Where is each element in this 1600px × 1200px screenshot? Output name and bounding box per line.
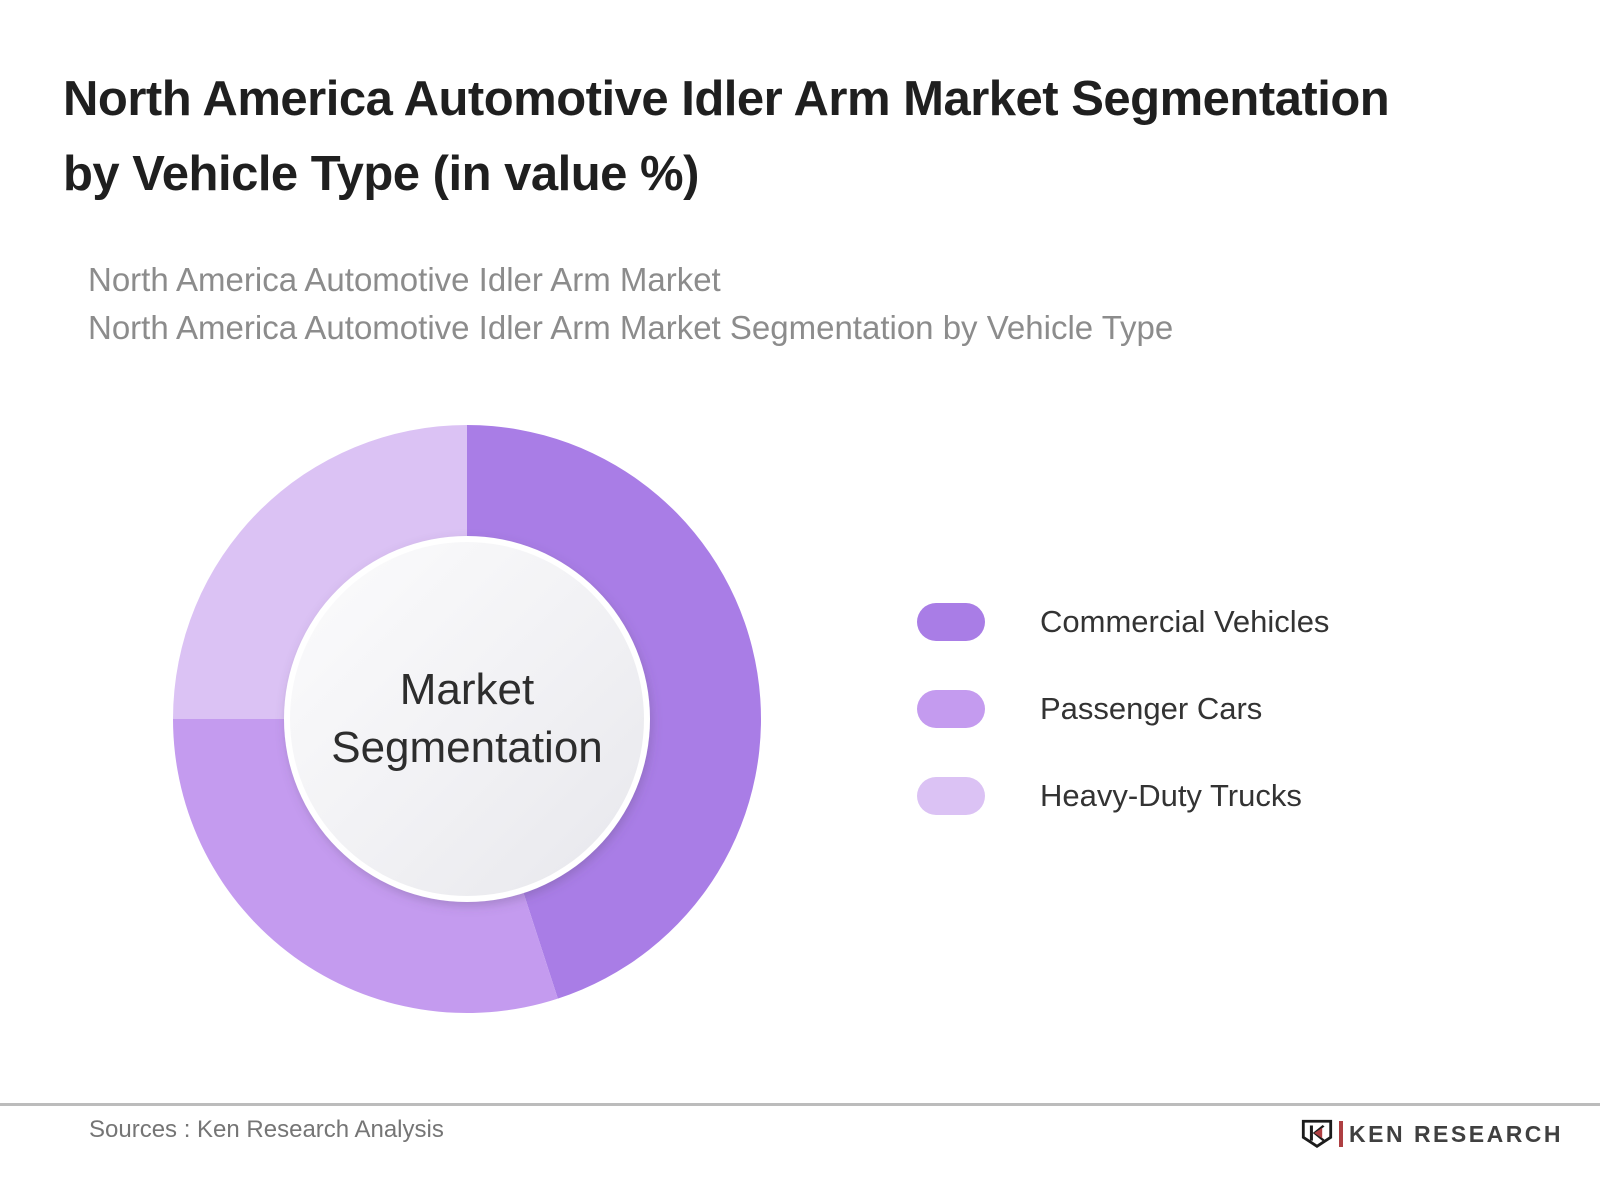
footer-divider	[0, 1103, 1600, 1106]
chart-legend: Commercial Vehicles Passenger Cars Heavy…	[917, 603, 1329, 864]
brand-logo: KEN RESEARCH	[1300, 1118, 1563, 1150]
legend-item-passenger-cars: Passenger Cars	[917, 690, 1329, 728]
subtitle-line-1: North America Automotive Idler Arm Marke…	[88, 261, 721, 298]
legend-label: Passenger Cars	[1040, 691, 1263, 726]
legend-swatch-commercial-vehicles	[917, 603, 985, 641]
title-line-2: by Vehicle Type (in value %)	[63, 147, 699, 201]
legend-item-commercial-vehicles: Commercial Vehicles	[917, 603, 1329, 641]
legend-item-heavy-duty-trucks: Heavy-Duty Trucks	[917, 777, 1329, 815]
donut-hole	[290, 542, 644, 896]
source-text: Sources : Ken Research Analysis	[89, 1116, 444, 1143]
subtitle-line-2: North America Automotive Idler Arm Marke…	[88, 309, 1174, 346]
legend-swatch-heavy-duty-trucks	[917, 777, 985, 815]
shield-red-triangle	[1314, 1127, 1323, 1139]
donut-svg	[173, 425, 761, 1013]
brand-shield-icon	[1301, 1119, 1333, 1148]
legend-label: Heavy-Duty Trucks	[1040, 778, 1302, 813]
legend-label: Commercial Vehicles	[1040, 604, 1330, 639]
page-title: North America Automotive Idler Arm Marke…	[63, 62, 1543, 212]
title-line-1: North America Automotive Idler Arm Marke…	[63, 72, 1390, 126]
brand-divider-bar	[1339, 1121, 1343, 1147]
donut-chart: Market Segmentation	[172, 424, 762, 1014]
donut-center-label: Market Segmentation	[331, 665, 603, 772]
brand-wordmark: KEN RESEARCH	[1349, 1120, 1564, 1147]
chart-subtitle: North America Automotive Idler Arm Marke…	[88, 256, 1488, 352]
legend-swatch-passenger-cars	[917, 690, 985, 728]
